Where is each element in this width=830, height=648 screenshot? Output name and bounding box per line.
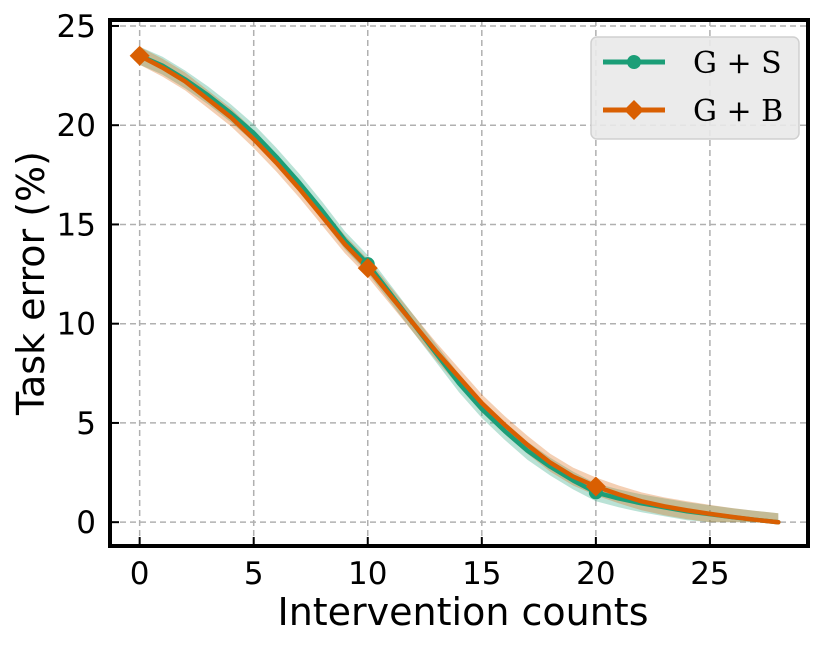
x-tick-label: 5 xyxy=(244,556,264,592)
legend-marker-g-s xyxy=(627,55,641,69)
y-tick-label: 0 xyxy=(76,505,96,541)
y-tick-label: 15 xyxy=(57,207,96,243)
marker-g-b xyxy=(585,476,606,497)
y-tick-label: 5 xyxy=(76,406,96,442)
x-tick-label: 15 xyxy=(462,556,501,592)
line-g-b xyxy=(137,53,781,525)
series-lines xyxy=(137,53,781,525)
x-tick-label: 10 xyxy=(348,556,387,592)
y-axis-ticks: 0 5 10 15 20 25 xyxy=(57,9,119,541)
legend-marker-g-b xyxy=(624,100,644,120)
marker-g-b xyxy=(357,258,378,279)
x-axis-ticks: 0 5 10 15 20 25 xyxy=(130,537,730,592)
legend-label-g-s: G + S xyxy=(693,46,782,81)
x-tick-label: 0 xyxy=(130,556,150,592)
y-tick-label: 20 xyxy=(57,108,96,144)
series-markers xyxy=(129,45,606,500)
y-tick-label: 10 xyxy=(57,307,96,343)
marker-g-b xyxy=(129,45,150,66)
legend: G + S G + B xyxy=(590,36,800,140)
y-tick-label: 25 xyxy=(57,9,96,45)
x-tick-label: 20 xyxy=(576,556,615,592)
y-axis-label: Task error (%) xyxy=(9,151,53,416)
x-tick-label: 25 xyxy=(690,556,729,592)
x-axis-label: Intervention counts xyxy=(277,590,648,634)
legend-label-g-b: G + B xyxy=(693,94,783,129)
plot-frame xyxy=(108,18,810,548)
